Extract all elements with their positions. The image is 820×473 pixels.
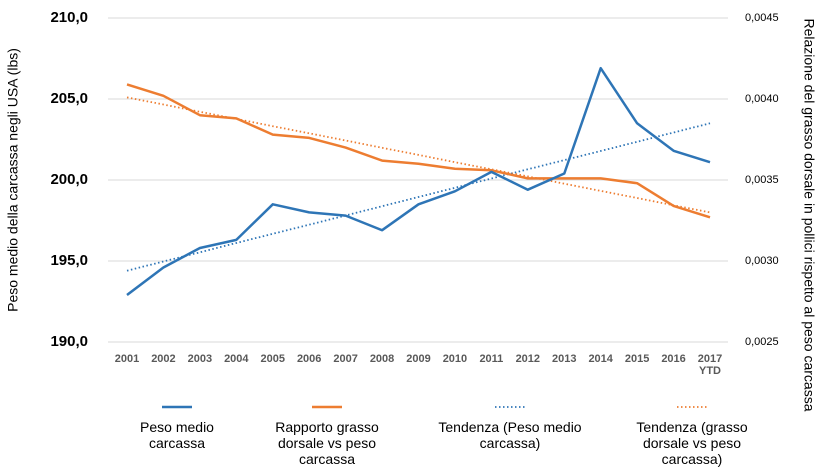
y2-axis-title: Relazione del grasso dorsale in pollici … bbox=[801, 19, 817, 412]
y2-tick-label: 0,0025 bbox=[745, 336, 779, 348]
x-tick-label: 2015 bbox=[624, 353, 650, 365]
x-tick-label: 2001 bbox=[114, 353, 140, 365]
trend-line bbox=[126, 96, 711, 214]
y-tick-label: 190,0 bbox=[50, 333, 88, 350]
y-tick-label: 210,0 bbox=[50, 9, 88, 26]
trend-line bbox=[126, 122, 711, 272]
x-tick-label: 2004 bbox=[224, 353, 249, 365]
y2-tick-label: 0,0045 bbox=[745, 12, 779, 24]
y2-tick-label: 0,0030 bbox=[745, 255, 779, 267]
y-tick-label: 195,0 bbox=[50, 252, 88, 269]
legend-label: Tendenza (grasso dorsale vs peso carcass… bbox=[636, 419, 748, 467]
y-tick-label: 205,0 bbox=[50, 90, 88, 107]
x-tick-label: 2007 bbox=[333, 353, 358, 365]
legend-label: Peso medio carcassa bbox=[140, 419, 214, 451]
x-tick-label: 2006 bbox=[296, 353, 322, 365]
x-tick-label: 2014 bbox=[588, 353, 613, 365]
x-tick-label: 2010 bbox=[442, 353, 468, 365]
x-tick-label: 2013 bbox=[552, 353, 577, 365]
x-tick-label: 2009 bbox=[406, 353, 431, 365]
x-tick-label: 2017 YTD bbox=[697, 353, 723, 377]
x-tick-label: 2003 bbox=[187, 353, 213, 365]
series-line bbox=[126, 66, 711, 296]
y2-tick-label: 0,0040 bbox=[745, 93, 779, 105]
y2-tick-label: 0,0035 bbox=[745, 174, 779, 186]
legend-label: Rapporto grasso dorsale vs peso carcassa bbox=[275, 419, 379, 467]
x-tick-label: 2016 bbox=[661, 353, 686, 365]
y-axis-title: Peso medio della carcassa negli USA (lbs… bbox=[5, 48, 21, 312]
x-tick-label: 2012 bbox=[515, 353, 541, 365]
x-tick-label: 2005 bbox=[260, 353, 285, 365]
series-line bbox=[126, 83, 711, 219]
x-tick-label: 2002 bbox=[151, 353, 176, 365]
y-tick-label: 200,0 bbox=[50, 171, 88, 188]
x-tick-label: 2011 bbox=[479, 353, 504, 365]
legend-label: Tendenza (Peso medio carcassa) bbox=[438, 419, 582, 451]
x-tick-label: 2008 bbox=[369, 353, 395, 365]
